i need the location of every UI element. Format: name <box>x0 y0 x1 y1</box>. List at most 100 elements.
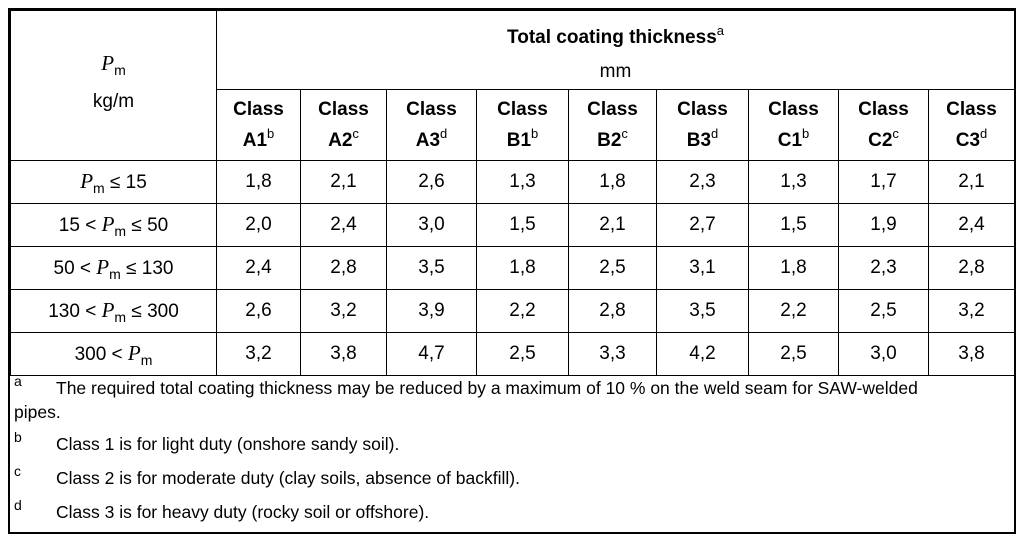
pm-symbol: P <box>96 254 110 279</box>
pm-header-symbol: Pm <box>101 51 126 78</box>
thickness-cell: 3,8 <box>927 332 1016 376</box>
pm-header-unit: kg/m <box>92 91 135 112</box>
footnote-text-continued: pipes. <box>14 402 61 422</box>
thickness-cell: 2,6 <box>386 160 477 204</box>
class-code: C3 <box>955 129 981 151</box>
thickness-cell: 2,1 <box>927 160 1016 204</box>
thickness-cell: 1,7 <box>838 160 929 204</box>
class-word: Class <box>677 98 728 120</box>
thickness-cell: 3,9 <box>386 289 477 333</box>
range-suffix: ≤ 130 <box>120 257 174 279</box>
thickness-cell: 2,5 <box>568 246 657 290</box>
thickness-cell: 2,4 <box>927 203 1016 247</box>
pm-subscript: m <box>114 222 127 239</box>
thickness-cell: 1,9 <box>838 203 929 247</box>
mass-range-cell: Pm ≤ 15 <box>10 160 217 204</box>
class-header-row: Class A1b Class A2c Class A3d Class B1b Class B2c… <box>11 89 1016 161</box>
class-note: b <box>802 125 810 141</box>
thickness-cell: 2,5 <box>476 332 569 376</box>
pm-subscript: m <box>140 351 153 368</box>
thickness-cell: 1,5 <box>748 203 839 247</box>
class-word: Class <box>768 98 819 120</box>
pm-symbol: P <box>80 168 94 193</box>
thickness-cell: 1,8 <box>748 246 839 290</box>
class-word: Class <box>406 98 457 120</box>
range-prefix: 130 < <box>48 300 102 322</box>
thickness-cell: 2,3 <box>656 160 749 204</box>
class-code: A2 <box>328 129 353 151</box>
class-header-cell: Class C1b <box>748 89 839 161</box>
class-code: B3 <box>686 129 712 151</box>
thickness-cell: 2,5 <box>748 332 839 376</box>
class-word: Class <box>497 98 548 120</box>
class-code: A1 <box>242 129 268 151</box>
footnote-text: Class 1 is for light duty (onshore sandy… <box>56 434 400 454</box>
table-row: Pm ≤ 15 1,8 2,1 2,6 1,3 1,8 2,3 1,3 1,7 2,1 <box>10 160 1016 204</box>
pm-symbol: P <box>101 211 115 236</box>
pm-subscript: m <box>109 265 121 282</box>
mass-range-cell: 130 < Pm ≤ 300 <box>10 289 217 333</box>
footnote-mark: b <box>14 429 22 445</box>
thickness-cell: 3,0 <box>386 203 477 247</box>
class-header-cell: Class B3d <box>656 89 749 161</box>
table-title: Total coating thicknessa <box>215 10 1016 55</box>
class-note: b <box>531 125 539 141</box>
thickness-cell: 1,8 <box>568 160 657 204</box>
coating-thickness-table: Pm kg/m Total coating thicknessa mm Clas… <box>8 8 1016 534</box>
table-title-note: a <box>716 23 724 38</box>
thickness-cell: 2,0 <box>216 203 301 247</box>
thickness-cell: 2,4 <box>300 203 387 247</box>
pm-subscript: m <box>114 308 127 325</box>
class-word: Class <box>946 98 997 120</box>
thickness-cell: 3,3 <box>568 332 657 376</box>
table-grid: Pm kg/m Total coating thicknessa m m Clas… <box>10 10 1016 376</box>
table-row: 130 < Pm ≤ 300 2,6 3,2 3,9 2,2 2,8 3,5 2,2 2,5 3,… <box>10 289 1016 333</box>
thickness-cell: 2,6 <box>216 289 301 333</box>
thickness-cell: 1,3 <box>748 160 839 204</box>
class-header-cell: Class B2c <box>568 89 657 161</box>
thickness-cell: 3,2 <box>927 289 1016 333</box>
class-word: Class <box>318 98 369 120</box>
table-row: 50 < Pm ≤ 130 2,4 2,8 3,5 1,8 2,5 3,1 1,8 2,3 2,8 <box>10 246 1016 290</box>
range-prefix: 50 < <box>53 257 97 279</box>
table-row: 300 < Pm 3,2 3,8 4,7 2,5 3,3 4,2 2,5 3,0 3,8 <box>10 332 1016 376</box>
class-note: c <box>892 125 899 141</box>
mass-range-cell: 50 < Pm ≤ 130 <box>10 246 217 290</box>
footnote-mark: d <box>14 497 22 513</box>
class-note: d <box>440 125 448 141</box>
thickness-cell: 2,4 <box>216 246 301 290</box>
mass-range-cell: 15 < Pm ≤ 50 <box>10 203 217 247</box>
thickness-cell: 3,2 <box>300 289 387 333</box>
thickness-cell: 1,3 <box>476 160 569 204</box>
table-title-text: Total coating thickness <box>507 27 717 48</box>
class-word: Class <box>233 98 284 120</box>
pm-symbol: P <box>127 340 141 365</box>
thickness-cell: 2,5 <box>838 289 929 333</box>
thickness-cell: 3,1 <box>656 246 749 290</box>
table-row: 15 < Pm ≤ 50 2,0 2,4 3,0 1,5 2,1 2,7 1,5 1,9 2,4 <box>10 203 1016 247</box>
thickness-cell: 2,2 <box>476 289 569 333</box>
range-suffix: ≤ 50 <box>126 214 169 236</box>
footnote-mark: a <box>14 373 22 389</box>
thickness-cell: 3,0 <box>838 332 929 376</box>
thickness-cell: 2,7 <box>656 203 749 247</box>
thickness-cell: 1,5 <box>476 203 569 247</box>
thickness-cell: 2,3 <box>838 246 929 290</box>
pm-subscript: m <box>93 179 105 196</box>
class-word: Class <box>858 98 909 120</box>
thickness-cell: 3,2 <box>216 332 301 376</box>
footnote-text: Class 2 is for moderate duty (clay soils… <box>56 468 520 488</box>
class-note: d <box>711 125 719 141</box>
thickness-cell: 2,8 <box>927 246 1016 290</box>
thickness-cell: 2,1 <box>568 203 657 247</box>
class-code: A3 <box>415 129 441 151</box>
mass-range-cell: 300 < Pm <box>10 332 217 376</box>
footnote-text: The required total coating thickness may… <box>56 378 918 398</box>
class-note: d <box>980 125 988 141</box>
thickness-cell: 3,5 <box>386 246 477 290</box>
class-header-cell: Class A2c <box>300 89 387 161</box>
footnote-text: Class 3 is for heavy duty (rocky soil or… <box>56 502 430 522</box>
class-code: B1 <box>506 129 532 151</box>
range-suffix: ≤ 15 <box>104 171 147 193</box>
class-word: Class <box>587 98 638 120</box>
